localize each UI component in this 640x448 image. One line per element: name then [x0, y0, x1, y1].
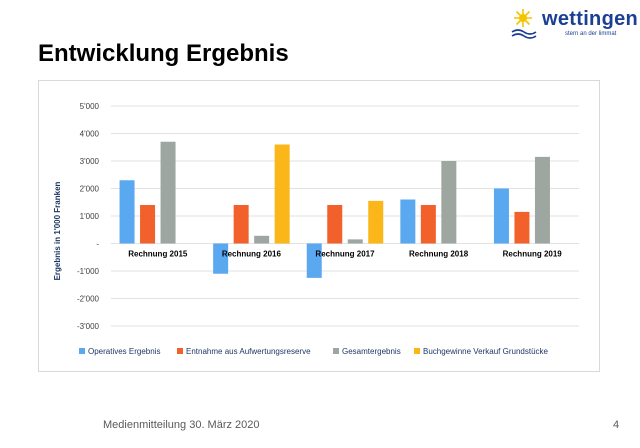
legend-swatch [333, 348, 339, 354]
y-tick-label: 4'000 [80, 130, 100, 139]
chart-frame: 5'000 4'000 3'000 2'000 1'000 - -1'000 -2'000 -3… [38, 80, 600, 372]
bar [400, 199, 416, 244]
bar [119, 180, 135, 244]
page-number: 4 [613, 419, 620, 431]
bar-chart: 5'000 4'000 3'000 2'000 1'000 - -1'000 -2'000 -3… [53, 102, 579, 356]
y-tick-label: 1'000 [80, 212, 100, 221]
y-tick-label: -2'000 [77, 295, 100, 304]
wettingen-logo [511, 9, 537, 39]
y-tick-label: 3'000 [80, 157, 100, 166]
bar [140, 205, 156, 244]
bar [213, 243, 229, 274]
y-tick-label: 5'000 [80, 102, 100, 111]
legend-swatch [414, 348, 420, 354]
legend-label: Buchgewinne Verkauf Grundstücke [423, 347, 549, 356]
category-label: Rechnung 2016 [222, 250, 282, 259]
category-label: Rechnung 2017 [315, 250, 375, 259]
bar [420, 205, 436, 244]
legend-swatch [79, 348, 85, 354]
bar [514, 211, 530, 244]
y-tick-label: 2'000 [80, 185, 100, 194]
bar [441, 161, 457, 244]
legend-label: Gesamtergebnis [342, 347, 401, 356]
bar [274, 144, 290, 244]
y-tick-label: -3'000 [77, 322, 100, 331]
bar [306, 243, 322, 278]
logo-tagline: stern an der limmat [565, 31, 617, 37]
bar [368, 200, 384, 244]
bar [160, 141, 176, 244]
y-axis-label: Ergebnis in 1'000 Franken [53, 181, 62, 280]
category-label: Rechnung 2019 [503, 250, 563, 259]
sun-icon [514, 9, 532, 27]
category-label: Rechnung 2018 [409, 250, 469, 259]
bar [493, 188, 509, 244]
bar [233, 205, 249, 244]
y-tick-label: -1'000 [77, 267, 100, 276]
legend-label: Operatives Ergebnis [88, 347, 160, 356]
bar [347, 239, 363, 244]
slide-title: Entwicklung Ergebnis [38, 40, 289, 67]
category-label: Rechnung 2015 [128, 250, 188, 259]
legend-label: Entnahme aus Aufwertungsreserve [186, 347, 311, 356]
bar [254, 235, 270, 244]
y-tick-label: - [96, 240, 99, 249]
wave-icon [511, 29, 537, 39]
footer-text: Medienmitteilung 30. März 2020 [103, 419, 260, 431]
legend-swatch [177, 348, 183, 354]
bar [327, 205, 343, 244]
logo-wordmark: wettingen [542, 8, 639, 30]
bar [534, 156, 550, 244]
